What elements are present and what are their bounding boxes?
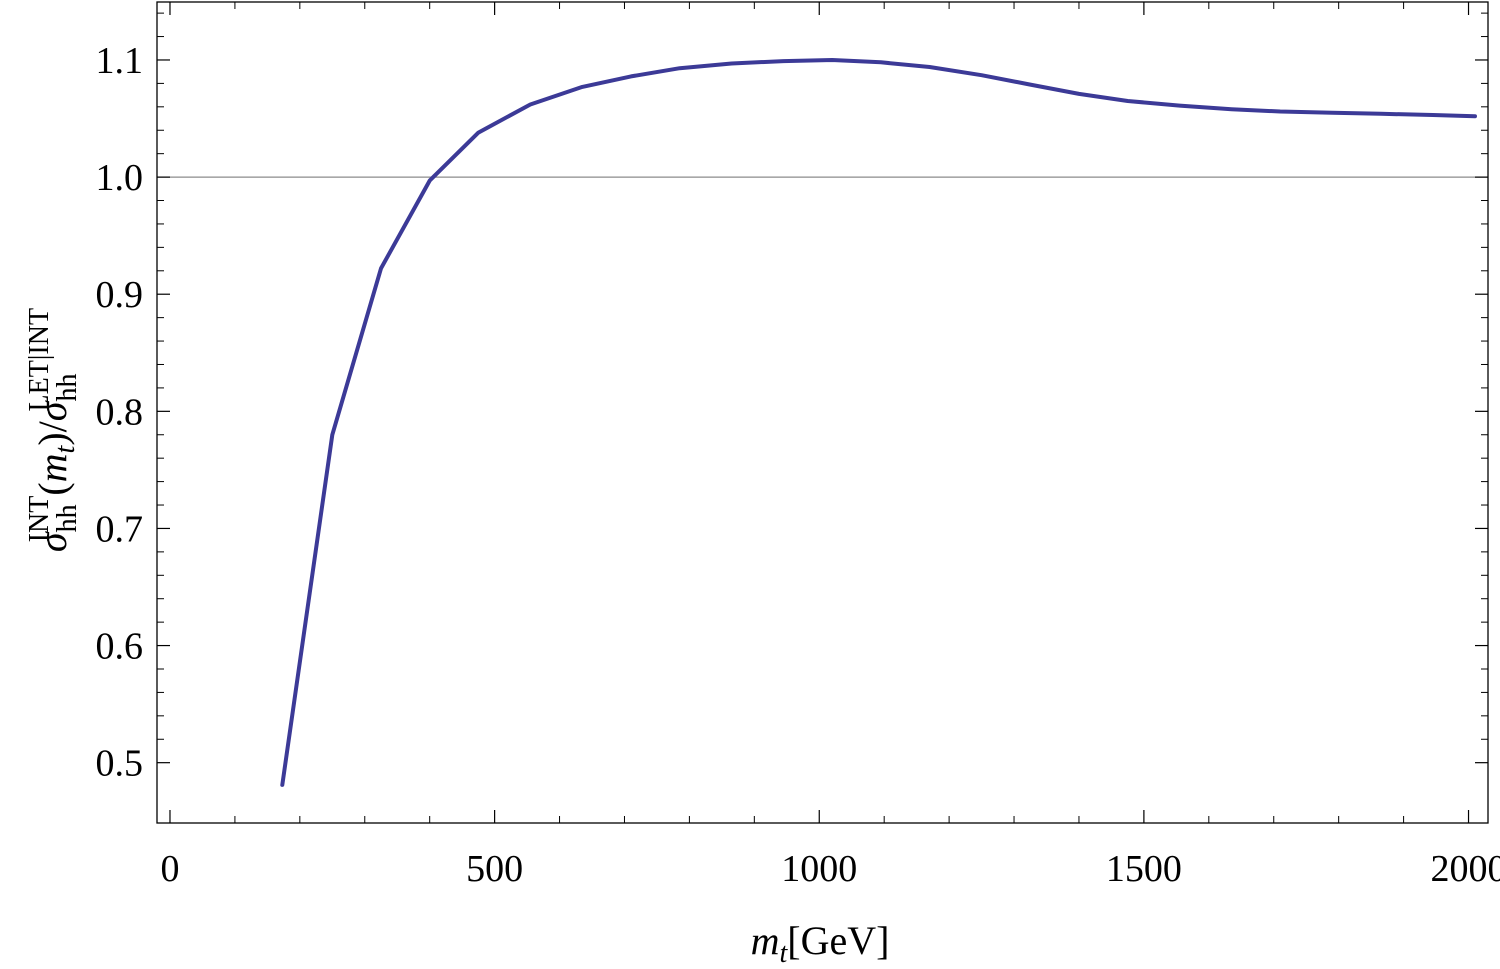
- y-tick-label: 1.1: [96, 40, 144, 82]
- x-tick-label: 0: [160, 848, 179, 890]
- y-tick-label: 0.8: [96, 391, 144, 433]
- y-tick-label: 0.5: [96, 743, 144, 785]
- x-tick-labels: 0 500 1000 1500 2000: [160, 848, 1500, 890]
- y-tick-label: 0.6: [96, 626, 144, 668]
- y-axis-title: σhhINT(mt)/σhhLET|INT: [24, 308, 83, 552]
- plot-frame: [156, 1, 1489, 824]
- y-tick-label: 0.9: [96, 274, 144, 316]
- y-tick-labels: 0.5 0.6 0.7 0.8 0.9 1.0 1.1: [96, 40, 144, 785]
- series-line: [280, 58, 1477, 787]
- x-tick-label: 1000: [781, 848, 857, 890]
- y-tick-label: 0.7: [96, 508, 144, 550]
- x-axis-title: mt[GeV]: [751, 918, 890, 969]
- x-minor-ticks: [234, 2, 1405, 823]
- x-tick-label: 500: [466, 848, 523, 890]
- y-minor-ticks: [157, 12, 1488, 740]
- y-major-ticks: [157, 59, 1488, 764]
- x-tick-label: 2000: [1431, 848, 1500, 890]
- y-tick-label: 1.0: [96, 157, 144, 199]
- x-major-ticks: [169, 2, 1470, 823]
- x-tick-label: 1500: [1106, 848, 1182, 890]
- series-group: [280, 58, 1477, 787]
